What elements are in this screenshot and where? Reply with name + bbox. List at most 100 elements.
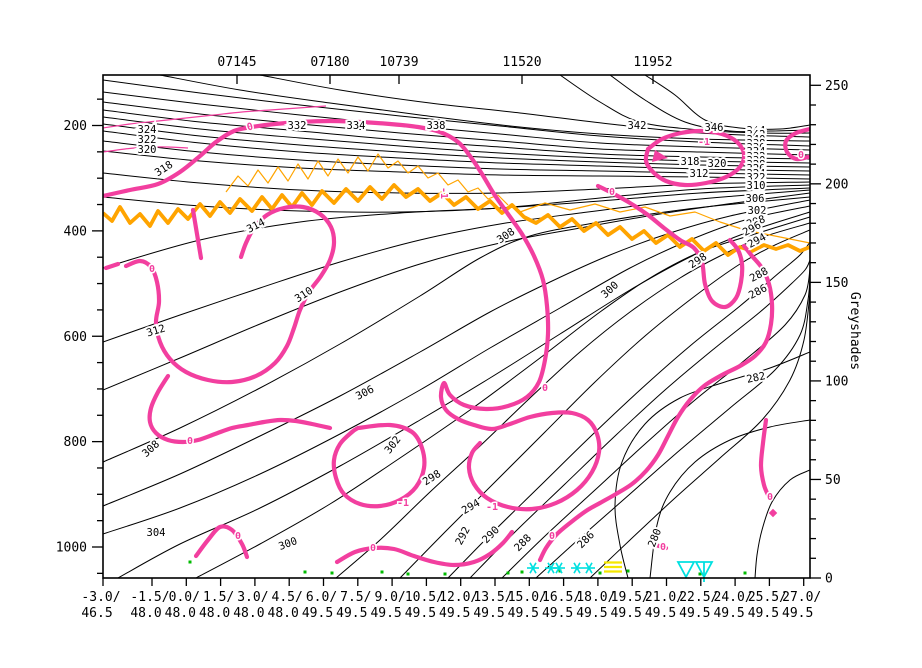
lon-label: 25.5/ [748,590,787,605]
isentrope-line-290 [501,268,810,578]
station-label: 07145 [217,55,256,70]
lat-label: 48.0 [199,606,230,621]
lon-label: 15.0/ [508,590,547,605]
lat-label: 49.5 [336,606,367,621]
contour-label: 308 [140,438,162,460]
magenta-zero-descender [537,243,775,563]
contour-label: 306 [746,193,765,205]
zero-line-label: -1 [698,137,710,148]
isentrope-line-288 [535,275,810,578]
station-label: 11952 [633,55,672,70]
magenta-zero-tail [147,373,333,445]
contour-label: 312 [690,168,709,180]
magenta-diamond-marker [768,508,778,518]
zero-line-label: 0 [660,542,666,553]
green-marker-dot [330,571,334,575]
contour-label: 324 [747,168,766,180]
lon-label: 6.0/ [306,590,337,605]
greyshade-tick-label: 250 [825,79,848,94]
isentrope-line-308 [103,196,810,463]
zero-line-label: 0 [798,150,804,161]
isentrope-line-310 [103,192,810,391]
contour-label: 288 [512,532,534,554]
shower-triangle-icon [676,561,696,579]
magenta-zero-loop-left [123,204,337,385]
station-label: 11520 [502,55,541,70]
greyshade-tick-label: 200 [825,177,848,192]
lat-label: 49.5 [302,606,333,621]
contour-label: 324 [138,124,157,136]
lon-label: 19.5/ [611,590,650,605]
lon-label: 13.5/ [473,590,512,605]
contour-label: 302 [382,434,403,456]
magenta-zero-stub [190,207,204,261]
pressure-tick-label: 200 [64,119,87,134]
contour-label: 334 [347,120,366,132]
contour-label: 300 [277,535,299,553]
contour-label: 342 [628,120,647,132]
magenta-minus1-oval [331,422,427,509]
lat-label: 48.0 [268,606,299,621]
lon-label: -3.0/ [81,590,120,605]
magenta-zero-right-vertical [758,417,772,500]
contour-label: 330 [747,155,766,167]
contour-label: 286 [747,282,769,302]
isentrope-line-324 [103,130,810,172]
isentrope-line-278 [754,469,810,578]
lat-label: 49.5 [405,606,436,621]
lat-label: 46.5 [81,606,112,621]
green-marker-dot [443,572,447,576]
contour-label: 328 [747,159,766,171]
greyshade-tick-label: 100 [825,374,848,389]
zero-line-label: -1 [397,498,409,509]
isentrope-line-304 [103,205,810,535]
green-marker-dot [303,570,307,574]
magenta-zero-peak [193,524,250,560]
contour-label: 290 [480,524,502,546]
station-label: 07180 [310,55,349,70]
green-marker-dot [698,572,702,576]
isentrope-line-282 [614,351,810,578]
contour-label: 310 [747,180,766,192]
contour-label: 336 [747,142,766,154]
orange-tropopause-thin-right [519,202,810,244]
zero-line-label: 0 [542,383,548,394]
greyshade-tick-label: 150 [825,276,848,291]
isentrope-line-326 [103,123,810,168]
contour-label: 340 [747,134,766,146]
zero-line-label: 0 [149,264,155,275]
isentrope-line-280 [649,419,810,578]
contour-label: 318 [681,156,700,168]
isentrope-line-300 [195,216,810,578]
zero-line-label: 0 [549,531,555,542]
isentrope-line-302 [117,211,810,578]
magenta-zero-corner-curl [783,126,810,162]
isentrope-line-312 [103,189,810,343]
green-marker-dot [520,570,524,574]
lat-label: 49.5 [370,606,401,621]
pressure-tick-label: 400 [64,224,87,239]
zero-line-label: 0 [246,121,255,133]
contour-label: 286 [575,529,597,551]
isentrope-line-320 [103,150,810,180]
lon-label: 18.0/ [576,590,615,605]
zero-line-label: 0 [609,187,615,198]
lon-label: 22.5/ [679,590,718,605]
greyshade-tick-label: 50 [825,473,841,488]
lon-label: -1.5/ [130,590,169,605]
lat-label: 49.5 [508,606,539,621]
zero-line-label: -1 [486,502,498,513]
plot-frame [102,74,811,579]
pressure-tick-label: 600 [64,330,87,345]
green-marker-dot [626,569,630,573]
magenta-thin-thin-upper-1 [103,105,327,129]
contour-label: 346 [705,122,724,134]
contour-lines-group [103,75,810,578]
greyshade-tick-label: 0 [825,572,833,587]
snow-asterisk-icon [571,562,583,574]
green-marker-dot [380,570,384,574]
contour-label: 338 [747,138,766,150]
zero-line-label: 0 [235,531,241,542]
lat-label: 49.5 [542,606,573,621]
